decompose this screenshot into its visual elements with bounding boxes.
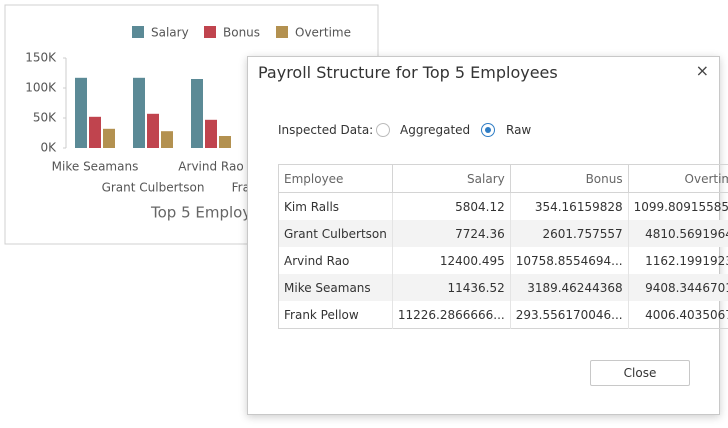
y-tick-label: 150K — [25, 51, 57, 65]
table-cell: Frank Pellow — [278, 301, 393, 329]
table-cell: 1162.19919239 — [628, 247, 728, 274]
table-cell: Grant Culbertson — [278, 220, 393, 247]
inspected-label: Inspected Data: — [278, 123, 374, 137]
table-cell: 1099.80915585... — [628, 192, 728, 220]
chart-title: Top 5 Employees — [150, 204, 278, 222]
legend-swatch — [204, 26, 216, 38]
close-icon[interactable]: × — [695, 61, 709, 80]
table-row: Grant Culbertson 7724.36 2601.757557 4810.5… — [278, 220, 728, 247]
table-cell: 9408.34467016 — [628, 274, 728, 301]
bar — [75, 77, 87, 148]
table-cell: 4006.40350674 — [628, 301, 728, 329]
bar — [205, 119, 217, 148]
header-cell: Bonus — [510, 164, 629, 193]
legend-label: Overtime — [295, 26, 351, 40]
close-button[interactable]: Close — [590, 360, 690, 386]
table-cell: 293.556170046... — [510, 301, 629, 329]
bar — [191, 79, 203, 148]
header-row: EmployeeSalaryBonusOvertime — [278, 164, 728, 193]
header-cell: Overtime — [628, 164, 728, 193]
header-cell: Employee — [278, 164, 393, 193]
table-cell: Arvind Rao — [278, 247, 393, 274]
table-cell: 3189.46244368 — [510, 274, 629, 301]
table-cell: 5804.12 — [392, 192, 511, 220]
table-cell: 7724.36 — [392, 220, 511, 247]
x-tick-label: Mike Seamans — [52, 160, 139, 174]
bar — [147, 113, 159, 148]
bar — [161, 131, 173, 148]
y-tick-label: 100K — [25, 81, 57, 95]
legend-label: Salary — [151, 26, 189, 40]
option-label[interactable]: Raw — [506, 123, 532, 137]
dialog-title: Payroll Structure for Top 5 Employees — [258, 63, 558, 82]
radio-raw[interactable] — [481, 123, 495, 137]
table-cell: Mike Seamans — [278, 274, 393, 301]
x-tick-label: Grant Culbertson — [102, 181, 205, 195]
table-cell: 2601.757557 — [510, 220, 629, 247]
table-cell: 354.16159828 — [510, 192, 629, 220]
table-row: Kim Ralls 5804.12 354.16159828 1099.8091558… — [278, 192, 728, 220]
legend-swatch — [276, 26, 288, 38]
bar — [89, 116, 101, 148]
table-row: Mike Seamans 11436.52 3189.46244368 9408.34… — [278, 274, 728, 301]
table-cell: 10758.8554694... — [510, 247, 629, 274]
y-tick-label: 0K — [40, 141, 57, 155]
table-cell: 11436.52 — [392, 274, 511, 301]
table-row: Arvind Rao 12400.495 10758.8554694... 1162.… — [278, 247, 728, 274]
radio-aggregated[interactable] — [376, 123, 390, 137]
dialog: Payroll Structure for Top 5 Employees × … — [247, 56, 728, 415]
legend-label: Bonus — [223, 26, 260, 40]
data-table: EmployeeSalaryBonusOvertimeKim Ralls5804… — [278, 164, 728, 329]
table-cell: Kim Ralls — [278, 192, 393, 220]
legend-swatch — [132, 26, 144, 38]
header-cell: Salary — [392, 164, 511, 193]
bar — [219, 136, 231, 148]
table-cell: 12400.495 — [392, 247, 511, 274]
y-tick-label: 50K — [33, 111, 57, 125]
table-cell: 4810.56919644 — [628, 220, 728, 247]
option-label[interactable]: Aggregated — [400, 123, 471, 137]
x-tick-label: Arvind Rao — [178, 160, 243, 174]
bar — [133, 77, 145, 148]
bar — [103, 128, 115, 148]
table-cell: 11226.2866666... — [392, 301, 511, 329]
table-row: Frank Pellow 11226.2866666... 293.55617004… — [278, 301, 728, 329]
